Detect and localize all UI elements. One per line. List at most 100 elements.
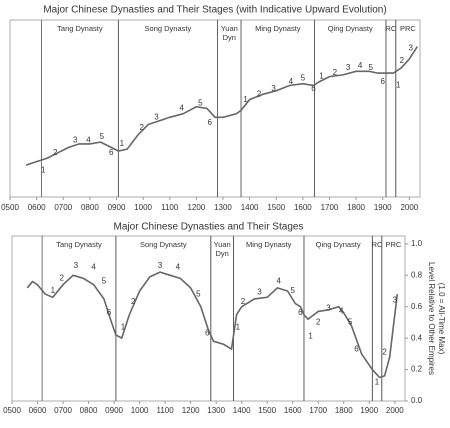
stage-label: 3 — [74, 261, 79, 270]
stage-label: 6 — [205, 329, 210, 338]
stage-label: 1 — [121, 322, 126, 331]
period-label: Dyn — [215, 249, 228, 258]
y-tick-label: 0.6 — [411, 302, 423, 311]
stage-label: 1 — [375, 377, 380, 386]
stage-label: 3 — [346, 63, 351, 72]
x-tick-label: 0800 — [81, 203, 99, 212]
y-tick-label: 0.0 — [411, 396, 423, 405]
stage-label: 4 — [176, 263, 181, 272]
x-tick-label: 0500 — [1, 203, 19, 212]
stage-label: 1 — [51, 286, 56, 295]
x-tick-label: 1600 — [294, 203, 312, 212]
x-tick-label: 1100 — [161, 203, 179, 212]
stage-label: 4 — [86, 135, 91, 144]
stage-label: 5 — [198, 98, 203, 107]
stage-label: 6 — [207, 118, 212, 127]
stage-label: 2 — [241, 297, 246, 306]
stage-label: 2 — [382, 347, 387, 356]
stage-label: 2 — [316, 318, 321, 327]
x-tick-label: 1200 — [187, 203, 205, 212]
stage-label: 6 — [109, 148, 114, 157]
period-label: Dyn — [223, 33, 236, 42]
stage-label: 1 — [319, 72, 324, 81]
stage-label: 6 — [381, 77, 386, 86]
x-tick-label: 2000 — [400, 203, 418, 212]
x-tick-label: 2000 — [386, 406, 404, 415]
stage-label: 1 — [236, 322, 241, 331]
x-tick-label: 0800 — [80, 406, 98, 415]
period-label: Ming Dynasty — [255, 24, 301, 33]
stage-label: 1 — [41, 166, 46, 175]
stage-label: 6 — [107, 308, 112, 317]
stage-label: 5 — [348, 318, 353, 327]
period-label: Song Dynasty — [140, 240, 187, 249]
x-tick-label: 0600 — [28, 203, 46, 212]
stage-label: 3 — [271, 84, 276, 93]
stage-label: 5 — [196, 289, 201, 298]
period-label: Qing Dynasty — [328, 24, 373, 33]
x-tick-label: 0900 — [108, 203, 126, 212]
period-label: Yuan — [221, 24, 238, 33]
x-tick-label: 1400 — [233, 406, 251, 415]
stage-label: 2 — [333, 68, 338, 77]
period-label: Song Dynasty — [145, 24, 192, 33]
y-axis-label: (1.0 = All-Time Max) — [437, 283, 446, 355]
stage-label: 5 — [102, 277, 107, 286]
stage-label: 2 — [53, 148, 58, 157]
stage-label: 4 — [358, 61, 363, 70]
x-tick-label: 1500 — [267, 203, 285, 212]
stage-label: 4 — [276, 277, 281, 286]
x-tick-label: 1000 — [134, 203, 152, 212]
x-tick-label: 1900 — [360, 406, 378, 415]
x-tick-label: 1500 — [258, 406, 276, 415]
y-tick-label: 1.0 — [411, 239, 423, 248]
stage-label: 6 — [298, 308, 303, 317]
stage-label: 4 — [179, 104, 184, 113]
x-tick-label: 1400 — [241, 203, 259, 212]
stage-label: 4 — [339, 307, 344, 316]
stage-label: 5 — [100, 132, 105, 141]
chart-title: Major Chinese Dynasties and Their Stages… — [43, 5, 386, 16]
stage-label: 1 — [396, 81, 401, 90]
x-tick-label: 1800 — [335, 406, 353, 415]
stage-label: 1 — [308, 332, 313, 341]
x-tick-label: 0600 — [29, 406, 47, 415]
y-axis-label: Level Relative to Other Empires — [427, 262, 436, 375]
stage-label: 6 — [311, 84, 316, 93]
chart-title: Major Chinese Dynasties and Their Stages — [114, 222, 304, 233]
stage-label: 4 — [91, 263, 96, 272]
stage-label: 3 — [326, 303, 331, 312]
period-label: Tang Dynasty — [57, 24, 103, 33]
period-label: Qing Dynasty — [316, 240, 361, 249]
x-tick-label: 1300 — [214, 203, 232, 212]
plot-frame — [9, 19, 421, 198]
stage-label: 2 — [257, 89, 262, 98]
period-label: PRC — [385, 240, 401, 249]
stage-label: 2 — [60, 274, 65, 283]
x-tick-label: 1300 — [207, 406, 225, 415]
stage-label: 1 — [243, 95, 248, 104]
period-label: Tang Dynasty — [56, 240, 102, 249]
stage-label: 3 — [257, 288, 262, 297]
x-tick-label: 0700 — [54, 203, 72, 212]
stage-label: 3 — [393, 296, 398, 305]
y-tick-label: 0.4 — [411, 333, 423, 342]
stage-label: 2 — [131, 297, 136, 306]
data-line — [25, 46, 418, 166]
data-line — [26, 271, 399, 379]
stage-label: 2 — [140, 123, 145, 132]
stage-label: 5 — [369, 63, 374, 72]
stage-label: 3 — [73, 135, 78, 144]
x-tick-label: 1800 — [347, 203, 365, 212]
period-label: RC — [372, 240, 383, 249]
plot-frame — [11, 235, 406, 402]
x-tick-label: 1600 — [284, 406, 302, 415]
x-tick-label: 0900 — [105, 406, 123, 415]
y-tick-label: 0.8 — [411, 270, 423, 279]
period-label: RC — [385, 24, 396, 33]
stage-label: 5 — [301, 74, 306, 83]
x-tick-label: 1900 — [374, 203, 392, 212]
period-label: Ming Dynasty — [246, 240, 292, 249]
stage-label: 3 — [158, 261, 163, 270]
